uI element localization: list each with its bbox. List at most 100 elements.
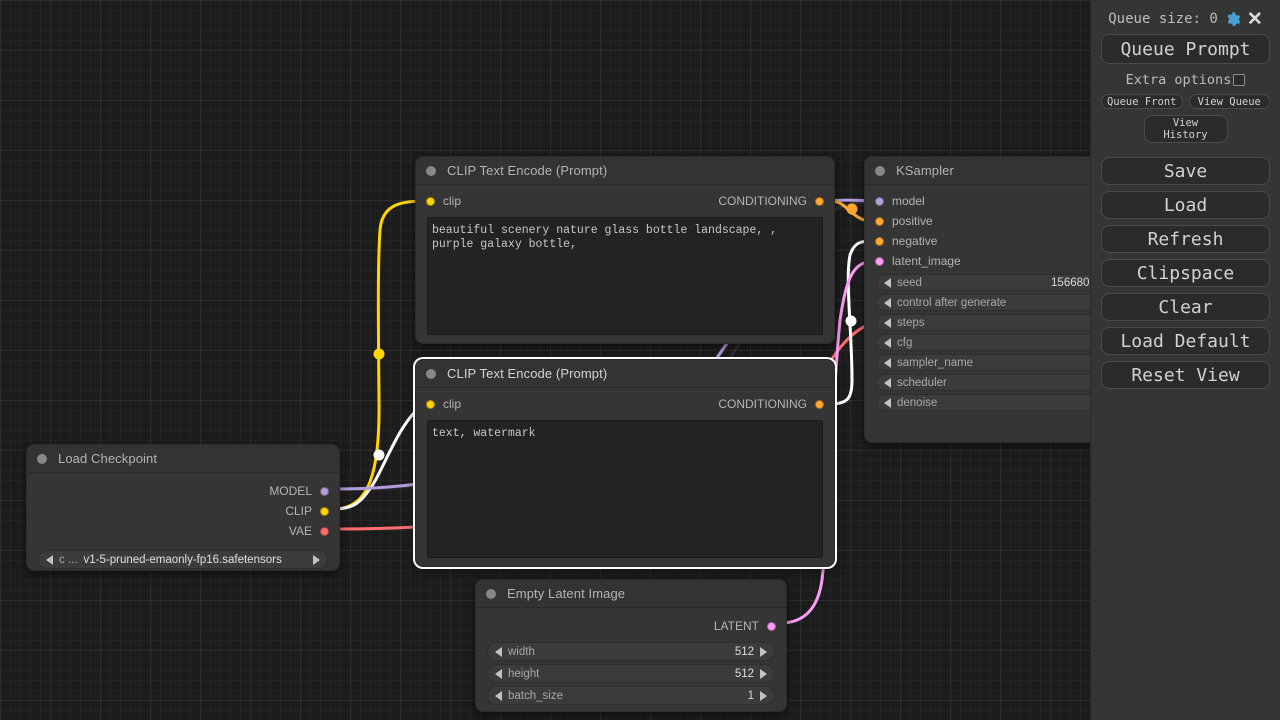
output-slot-latent[interactable]: LATENT — [714, 616, 776, 636]
collapse-dot-icon[interactable] — [486, 588, 496, 599]
reset-view-button[interactable]: Reset View — [1101, 361, 1270, 389]
vae-pin-icon[interactable] — [320, 526, 329, 536]
load-default-button[interactable]: Load Default — [1101, 327, 1270, 355]
input-slot-negative[interactable]: negative — [875, 231, 937, 251]
extra-options-checkbox[interactable] — [1233, 74, 1246, 86]
input-slot-clip[interactable]: clip — [426, 191, 461, 211]
node-header[interactable]: KSampler — [865, 157, 1090, 185]
collapse-dot-icon[interactable] — [875, 165, 885, 176]
input-slot-positive[interactable]: positive — [875, 211, 933, 231]
increment-arrow-icon[interactable] — [760, 690, 767, 701]
node-empty-latent-image[interactable]: Empty Latent Image LATENT width 512 — [475, 579, 787, 712]
clip-pin-icon[interactable] — [426, 196, 435, 206]
output-slot-conditioning[interactable]: CONDITIONING — [718, 394, 824, 414]
extra-options-row: Extra options — [1101, 72, 1270, 88]
node-header[interactable]: Load Checkpoint — [27, 445, 339, 473]
load-button[interactable]: Load — [1101, 191, 1270, 219]
clipspace-button[interactable]: Clipspace — [1101, 259, 1270, 287]
input-slot-clip[interactable]: clip — [426, 394, 461, 414]
prompt-textarea[interactable]: beautiful scenery nature glass bottle la… — [427, 217, 823, 335]
queue-actions-row: Queue Front View Queue — [1101, 94, 1270, 109]
output-slot-conditioning[interactable]: CONDITIONING — [718, 191, 824, 211]
increment-arrow-icon[interactable] — [760, 668, 767, 679]
close-icon[interactable]: ✕ — [1246, 8, 1263, 30]
model-pin-icon[interactable] — [875, 196, 884, 206]
widget-control-after-generate[interactable]: control after generate ran — [876, 294, 1090, 311]
clip-pin-icon[interactable] — [426, 399, 435, 409]
decrement-arrow-icon[interactable] — [884, 277, 891, 288]
prompt-textarea[interactable]: text, watermark — [427, 420, 823, 558]
slot-row: LATENT — [476, 616, 786, 636]
decrement-arrow-icon[interactable] — [495, 690, 502, 701]
queue-front-button[interactable]: Queue Front — [1101, 94, 1183, 109]
view-queue-button[interactable]: View Queue — [1188, 94, 1270, 109]
decrement-arrow-icon[interactable] — [495, 646, 502, 657]
node-load-checkpoint[interactable]: Load Checkpoint MODEL CLIP — [26, 444, 340, 571]
clear-button[interactable]: Clear — [1101, 293, 1270, 321]
refresh-button[interactable]: Refresh — [1101, 225, 1270, 253]
widget-ckpt-name[interactable]: c ... v1-5-pruned-emaonly-fp16.safetenso… — [38, 550, 328, 569]
queue-prompt-button[interactable]: Queue Prompt — [1101, 34, 1270, 64]
widget-name: batch_size — [508, 689, 563, 702]
widget-sampler-name[interactable]: sampler_name — [876, 354, 1090, 371]
widget-denoise[interactable]: denoise — [876, 394, 1090, 411]
graph-canvas[interactable]: CLIP Text Encode (Prompt) clip CONDITION… — [0, 0, 1090, 720]
collapse-dot-icon[interactable] — [426, 165, 436, 176]
output-slot-label: VAE — [288, 524, 312, 538]
widget-steps[interactable]: steps — [876, 314, 1090, 331]
increment-arrow-icon[interactable] — [313, 554, 320, 565]
conditioning-pin-icon[interactable] — [875, 216, 884, 226]
output-slot-clip[interactable]: CLIP — [285, 501, 329, 521]
node-header[interactable]: CLIP Text Encode (Prompt) — [416, 157, 834, 185]
widget-name: denoise — [897, 396, 938, 409]
latent-pin-icon[interactable] — [767, 621, 776, 631]
input-slot-label: latent_image — [892, 254, 961, 268]
widget-name: sampler_name — [897, 356, 974, 369]
widget-batch-size[interactable]: batch_size 1 — [487, 686, 775, 705]
conditioning-pin-icon[interactable] — [815, 399, 824, 409]
input-slot-model[interactable]: model — [875, 191, 925, 211]
node-clip-text-encode-positive[interactable]: CLIP Text Encode (Prompt) clip CONDITION… — [415, 156, 835, 344]
input-slot-latent-image[interactable]: latent_image — [875, 251, 961, 271]
node-body: clip CONDITIONING beautiful scenery natu… — [416, 185, 834, 347]
widget-scheduler[interactable]: scheduler — [876, 374, 1090, 391]
decrement-arrow-icon[interactable] — [46, 554, 53, 565]
slot-row: latent_image — [865, 251, 1090, 271]
widget-height[interactable]: height 512 — [487, 664, 775, 683]
decrement-arrow-icon[interactable] — [884, 317, 891, 328]
decrement-arrow-icon[interactable] — [884, 297, 891, 308]
widget-seed[interactable]: seed 1566802087 — [876, 274, 1090, 291]
output-slot-model[interactable]: MODEL — [269, 481, 329, 501]
collapse-dot-icon[interactable] — [426, 368, 436, 379]
widget-width[interactable]: width 512 — [487, 642, 775, 661]
queue-size-row: Queue size: 0 ✕ — [1101, 8, 1270, 30]
conditioning-pin-icon[interactable] — [815, 196, 824, 206]
decrement-arrow-icon[interactable] — [884, 397, 891, 408]
node-ksampler[interactable]: KSampler model positive — [864, 156, 1090, 443]
view-history-line-2: History — [1163, 129, 1208, 141]
model-pin-icon[interactable] — [320, 486, 329, 496]
clip-pin-icon[interactable] — [320, 506, 329, 516]
output-slot-vae[interactable]: VAE — [289, 521, 329, 541]
widget-cfg[interactable]: cfg — [876, 334, 1090, 351]
save-button[interactable]: Save — [1101, 157, 1270, 185]
decrement-arrow-icon[interactable] — [884, 357, 891, 368]
collapse-dot-icon[interactable] — [37, 453, 47, 464]
output-slot-label: CONDITIONING — [718, 194, 807, 208]
decrement-arrow-icon[interactable] — [884, 337, 891, 348]
node-header[interactable]: CLIP Text Encode (Prompt) — [416, 360, 834, 388]
widget-name: seed — [897, 276, 922, 289]
conditioning-pin-icon[interactable] — [875, 236, 884, 246]
decrement-arrow-icon[interactable] — [884, 377, 891, 388]
increment-arrow-icon[interactable] — [760, 646, 767, 657]
widget-value: 1566802087 — [1051, 276, 1090, 289]
node-clip-text-encode-negative[interactable]: CLIP Text Encode (Prompt) clip CONDITION… — [415, 359, 835, 567]
gear-icon[interactable] — [1224, 11, 1241, 28]
decrement-arrow-icon[interactable] — [495, 668, 502, 679]
slot-row: positive — [865, 211, 1090, 231]
node-header[interactable]: Empty Latent Image — [476, 580, 786, 608]
latent-pin-icon[interactable] — [875, 256, 884, 266]
widget-name: width — [508, 645, 535, 658]
output-slot-label: CLIP — [285, 504, 312, 518]
view-history-button[interactable]: View History — [1143, 115, 1228, 143]
